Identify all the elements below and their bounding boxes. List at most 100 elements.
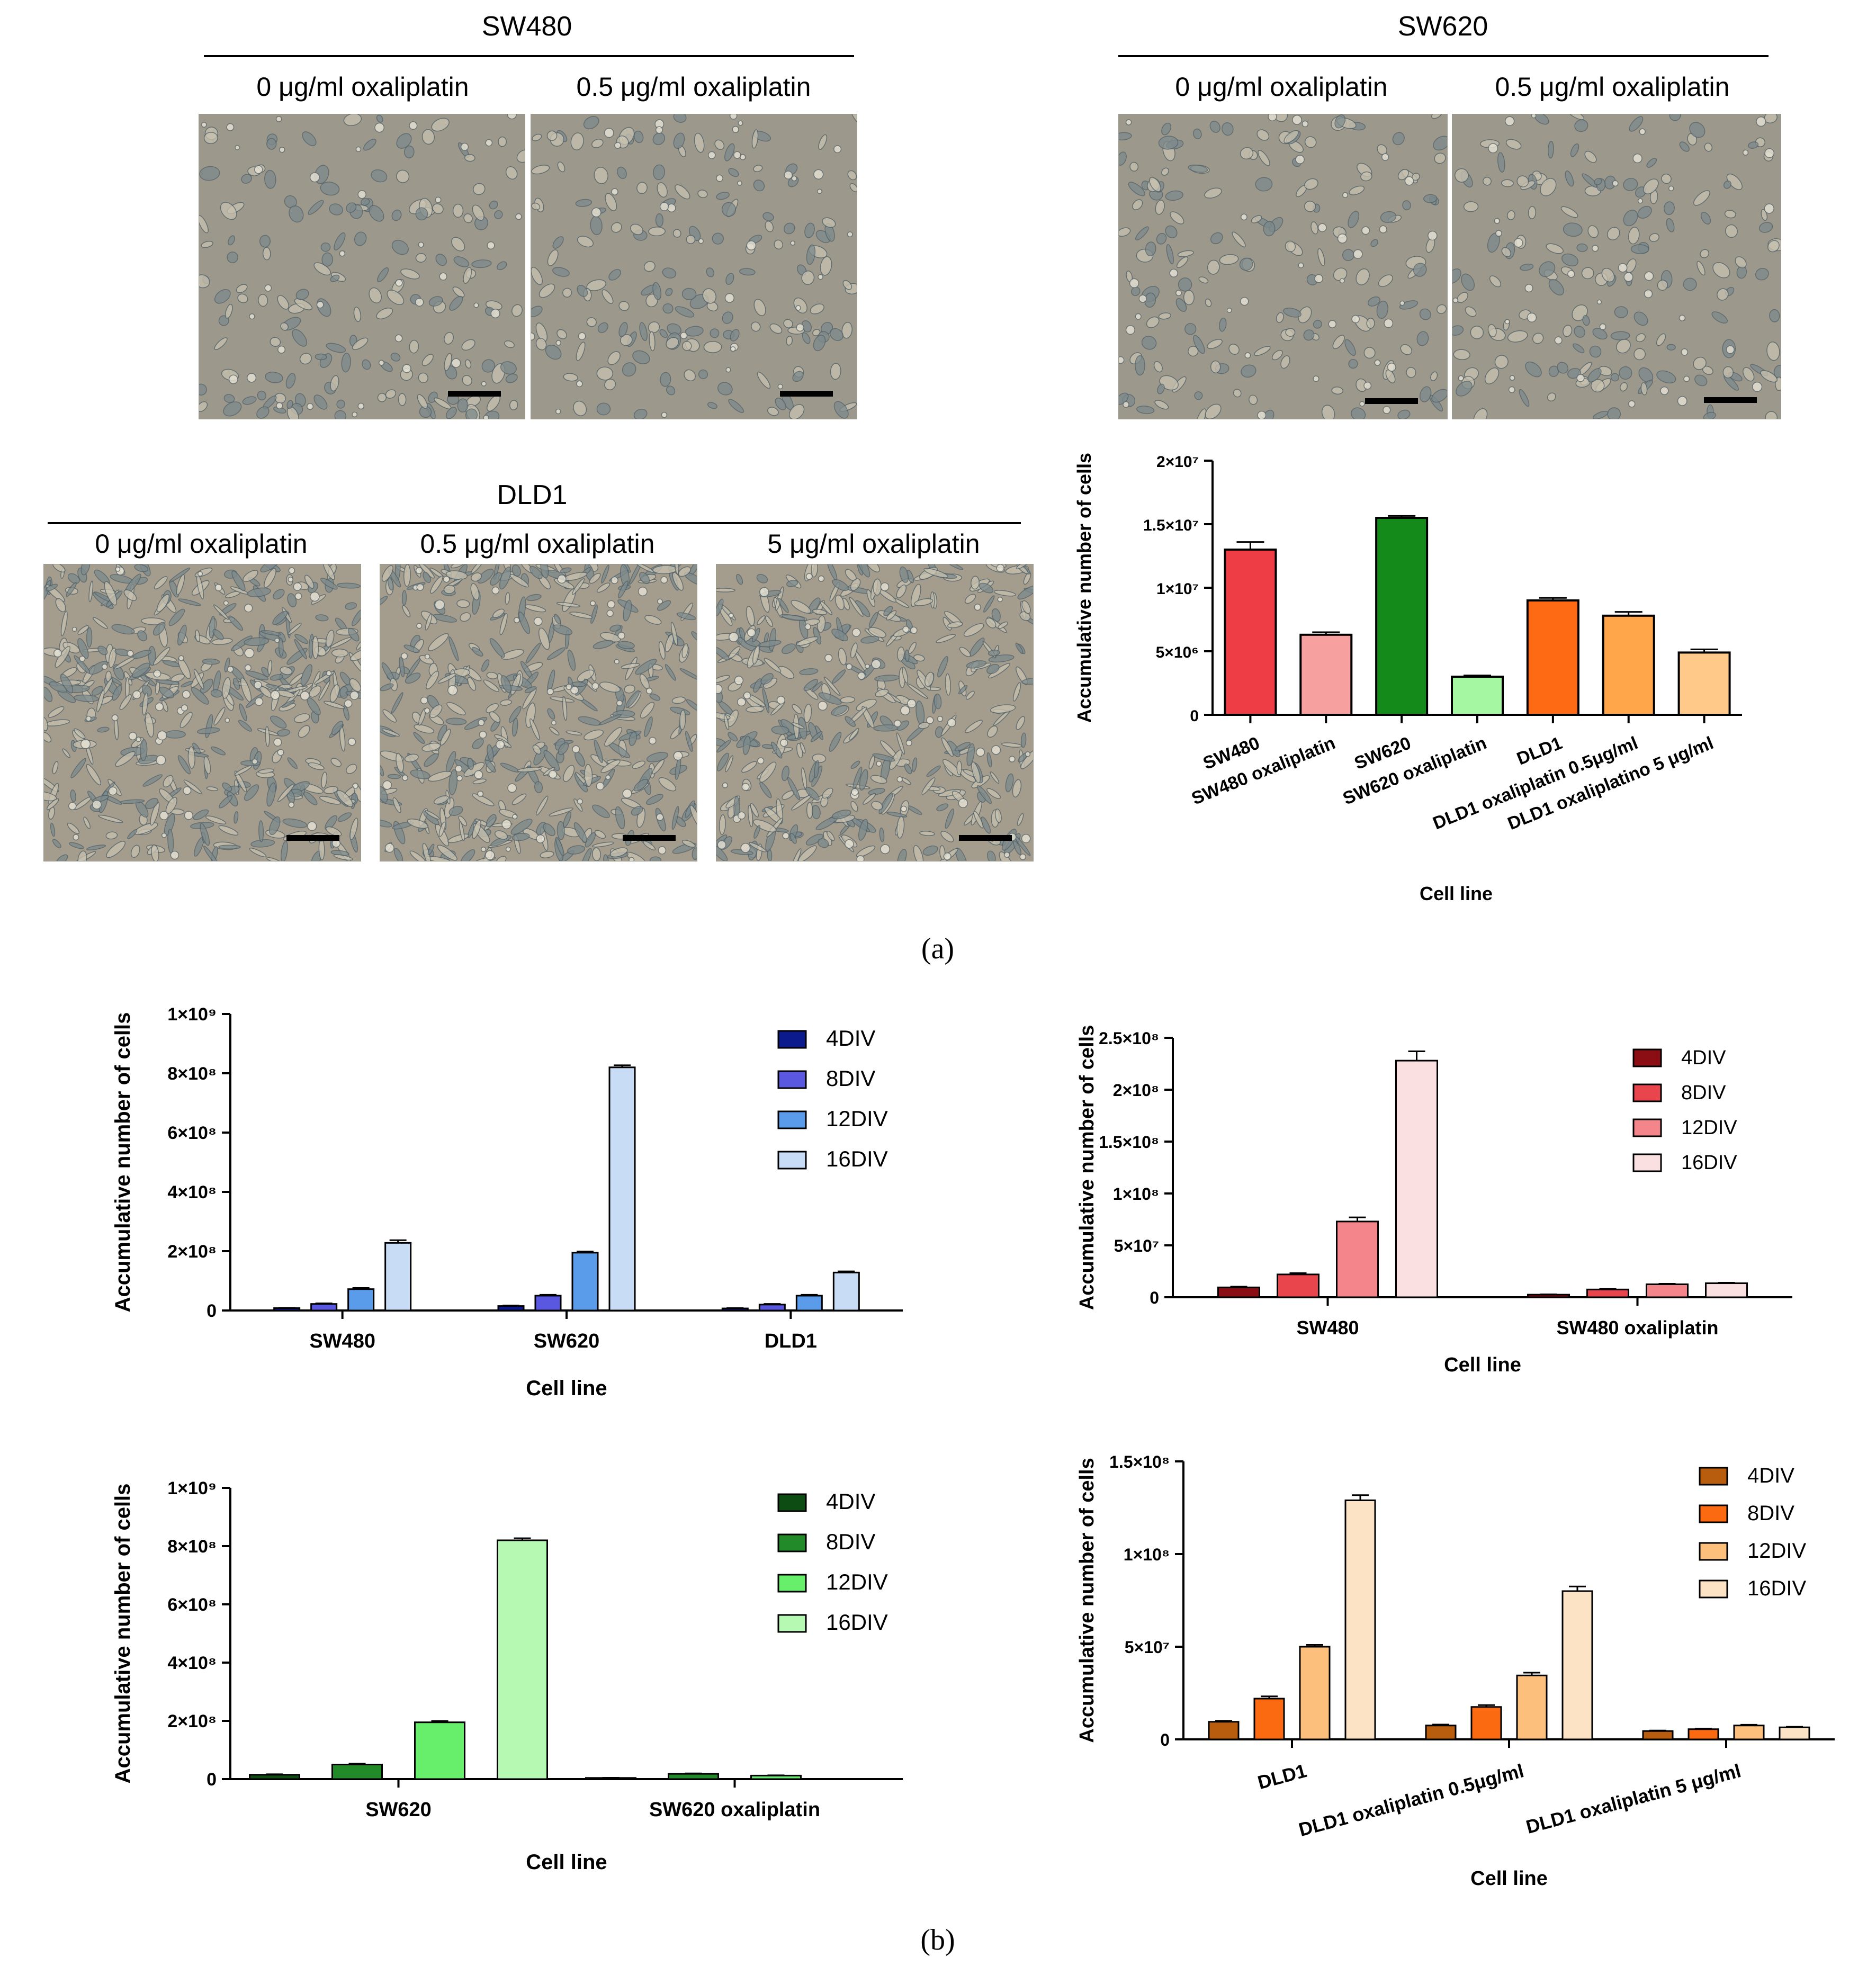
cell xyxy=(762,212,774,221)
cell xyxy=(490,572,502,586)
round-cell xyxy=(734,676,744,685)
cell xyxy=(236,284,248,293)
cell xyxy=(336,789,354,807)
b-sw480-bar xyxy=(1217,1286,1260,1298)
cell xyxy=(832,669,846,684)
cell xyxy=(1380,211,1397,223)
b-sw620-y-tick-label: 1×10⁹ xyxy=(167,1478,217,1498)
cell xyxy=(494,210,503,219)
cell xyxy=(1725,224,1738,238)
cell xyxy=(294,298,313,310)
round-cell xyxy=(161,832,167,838)
cell xyxy=(472,793,495,806)
b-sw480-legend-swatch xyxy=(1632,1083,1662,1102)
cell xyxy=(728,732,738,742)
cell xyxy=(1313,320,1322,329)
cell xyxy=(1366,318,1375,329)
cell xyxy=(849,183,857,192)
cell xyxy=(429,704,443,719)
cell xyxy=(1637,205,1652,219)
cell xyxy=(1021,600,1031,614)
cell xyxy=(380,596,388,608)
cell xyxy=(615,806,625,830)
cell xyxy=(625,690,640,708)
cell xyxy=(910,583,921,607)
round-cell xyxy=(1495,230,1502,237)
cell xyxy=(686,235,696,245)
round-cell xyxy=(658,846,667,855)
cell xyxy=(140,739,148,761)
round-cell xyxy=(1504,116,1515,126)
round-cell xyxy=(1374,359,1381,366)
cell xyxy=(443,585,455,594)
cell xyxy=(716,598,724,617)
cell xyxy=(678,566,692,577)
cell xyxy=(74,728,86,739)
round-cell xyxy=(851,628,861,637)
cell xyxy=(1232,231,1246,248)
cell xyxy=(1249,394,1258,405)
round-cell xyxy=(1632,153,1642,164)
b-sw620-y-tick-label: 0 xyxy=(207,1770,217,1790)
cell xyxy=(723,714,730,730)
cell xyxy=(775,398,786,410)
cell xyxy=(629,564,642,585)
cell xyxy=(1193,128,1202,139)
b-all-legend-swatch xyxy=(777,1030,807,1049)
round-cell xyxy=(473,302,479,308)
cell xyxy=(247,587,271,597)
cell xyxy=(243,570,258,582)
round-cell xyxy=(649,737,657,745)
round-cell xyxy=(1683,375,1690,382)
cell xyxy=(151,844,159,861)
cell xyxy=(219,795,233,809)
cell xyxy=(552,267,570,277)
cell xyxy=(1584,150,1597,163)
round-cell xyxy=(347,738,356,746)
b-all-bar xyxy=(310,1303,338,1312)
round-cell xyxy=(1509,375,1515,381)
round-cell xyxy=(127,650,134,657)
cell xyxy=(353,307,362,322)
dld1-rule xyxy=(48,522,1021,524)
cell xyxy=(60,674,74,694)
cell xyxy=(177,755,191,775)
cell xyxy=(97,645,108,656)
round-cell xyxy=(1524,284,1533,293)
cell xyxy=(199,383,207,396)
cell xyxy=(471,572,482,582)
round-cell xyxy=(614,659,620,665)
cell xyxy=(531,202,541,210)
cell xyxy=(467,677,477,691)
cell xyxy=(792,704,802,714)
b-all-legend-swatch xyxy=(777,1110,807,1129)
cell xyxy=(977,785,992,804)
round-cell xyxy=(533,617,543,626)
b-sw480-legend-label: 8DIV xyxy=(1681,1082,1726,1104)
cell xyxy=(596,582,611,593)
cell xyxy=(477,568,494,584)
cell xyxy=(1183,290,1195,306)
b-dld1-bar xyxy=(1561,1590,1593,1740)
cell xyxy=(764,658,782,673)
round-cell xyxy=(228,374,238,384)
cell xyxy=(427,843,435,855)
round-cell xyxy=(1298,262,1304,268)
cell xyxy=(168,608,185,626)
cell xyxy=(636,182,648,194)
round-cell xyxy=(725,367,731,373)
cell xyxy=(1222,122,1234,136)
cell xyxy=(1712,262,1730,279)
cell xyxy=(531,267,543,285)
cell xyxy=(309,685,321,698)
cell xyxy=(759,782,772,798)
cell xyxy=(500,675,511,693)
round-cell xyxy=(254,681,262,689)
cell xyxy=(945,673,951,696)
b-all-x-tick-label: SW620 xyxy=(534,1330,600,1352)
cell xyxy=(883,606,893,616)
round-cell xyxy=(156,755,166,766)
cell xyxy=(426,670,439,689)
cell xyxy=(470,564,484,574)
cell xyxy=(1344,339,1356,356)
